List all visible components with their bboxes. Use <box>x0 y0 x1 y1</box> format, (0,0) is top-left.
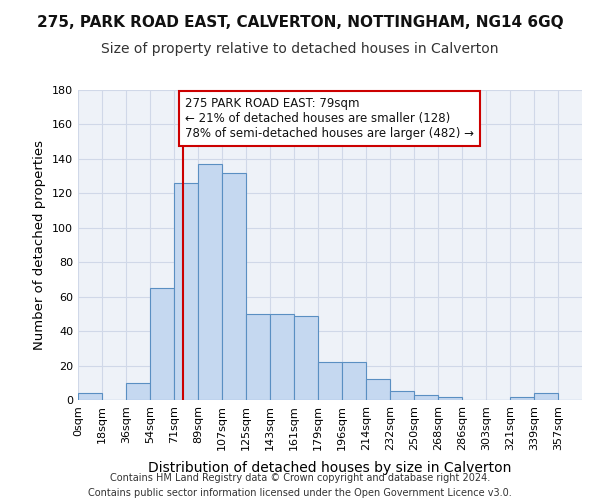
Bar <box>174 183 198 400</box>
Bar <box>318 362 342 400</box>
Bar <box>78 393 102 400</box>
Bar <box>366 380 390 400</box>
Bar <box>294 316 318 400</box>
Text: Size of property relative to detached houses in Calverton: Size of property relative to detached ho… <box>101 42 499 56</box>
Bar <box>246 314 270 400</box>
Bar <box>198 164 222 400</box>
Text: 275 PARK ROAD EAST: 79sqm
← 21% of detached houses are smaller (128)
78% of semi: 275 PARK ROAD EAST: 79sqm ← 21% of detac… <box>185 97 473 140</box>
Bar <box>342 362 366 400</box>
Text: 275, PARK ROAD EAST, CALVERTON, NOTTINGHAM, NG14 6GQ: 275, PARK ROAD EAST, CALVERTON, NOTTINGH… <box>37 15 563 30</box>
Bar <box>390 392 414 400</box>
Bar <box>510 396 534 400</box>
X-axis label: Distribution of detached houses by size in Calverton: Distribution of detached houses by size … <box>148 461 512 475</box>
Bar <box>438 396 462 400</box>
Text: Contains HM Land Registry data © Crown copyright and database right 2024.
Contai: Contains HM Land Registry data © Crown c… <box>88 472 512 498</box>
Bar <box>222 172 246 400</box>
Bar <box>270 314 294 400</box>
Y-axis label: Number of detached properties: Number of detached properties <box>34 140 46 350</box>
Bar <box>150 288 174 400</box>
Bar <box>534 393 558 400</box>
Bar <box>414 395 438 400</box>
Bar <box>126 383 150 400</box>
